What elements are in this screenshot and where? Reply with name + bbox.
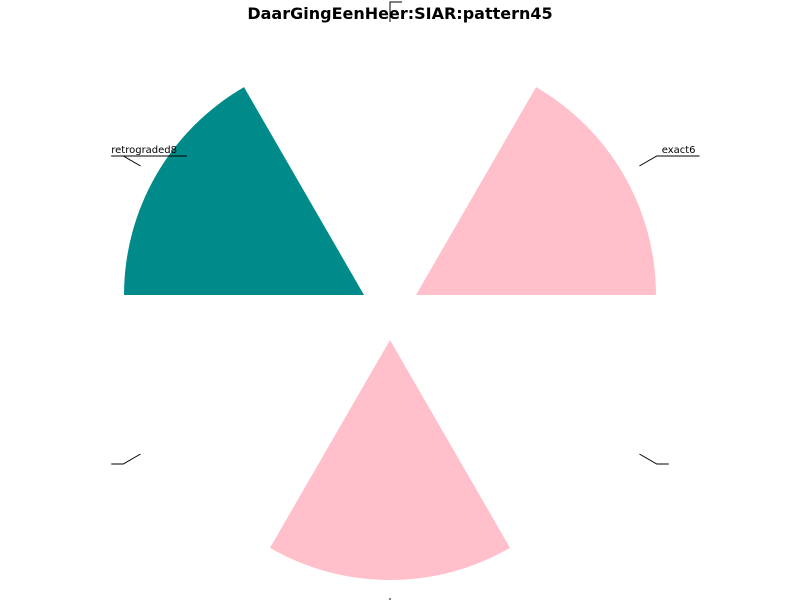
slice-labels: exact6retrograded8exact8 xyxy=(111,145,696,156)
leader-lines xyxy=(111,1,700,600)
pie-slice-5 xyxy=(415,325,656,533)
pie-slice-exact6 xyxy=(415,87,656,295)
pie-slice-1 xyxy=(270,39,510,280)
pie-slice-3 xyxy=(124,325,365,533)
pie-slice-exact8 xyxy=(270,340,510,580)
chart-title: DaarGingEenHeer:SIAR:pattern45 xyxy=(247,4,553,23)
leader-line xyxy=(639,155,669,167)
leader-line xyxy=(389,1,402,22)
leader-line xyxy=(639,453,669,465)
pie-slices xyxy=(124,39,656,580)
pie-slice-retrograded8 xyxy=(124,87,365,295)
leader-line xyxy=(111,155,141,167)
slice-label: exact6 xyxy=(662,145,696,156)
leader-line xyxy=(111,453,141,465)
slice-label: retrograded8 xyxy=(111,145,177,156)
